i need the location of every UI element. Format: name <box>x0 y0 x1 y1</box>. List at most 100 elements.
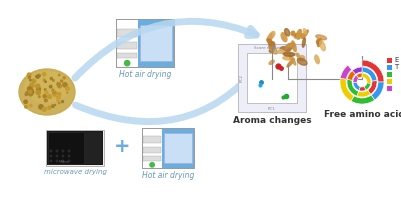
Text: PC1: PC1 <box>268 107 276 111</box>
Circle shape <box>39 105 43 109</box>
FancyBboxPatch shape <box>387 86 392 90</box>
Ellipse shape <box>297 58 307 65</box>
Circle shape <box>62 150 64 152</box>
Wedge shape <box>340 65 352 79</box>
Text: T: T <box>394 64 398 70</box>
Circle shape <box>50 150 52 152</box>
Circle shape <box>36 90 41 95</box>
FancyBboxPatch shape <box>138 19 174 67</box>
FancyBboxPatch shape <box>85 132 102 164</box>
Circle shape <box>58 83 60 85</box>
Ellipse shape <box>286 48 291 52</box>
Ellipse shape <box>269 31 275 38</box>
Ellipse shape <box>315 55 319 64</box>
FancyArrowPatch shape <box>75 65 259 122</box>
Circle shape <box>48 95 51 99</box>
Circle shape <box>56 95 61 99</box>
Circle shape <box>36 84 40 88</box>
Text: Hot air drying: Hot air drying <box>142 171 194 180</box>
FancyBboxPatch shape <box>387 78 392 84</box>
Ellipse shape <box>285 43 295 50</box>
Circle shape <box>36 87 41 91</box>
Circle shape <box>62 101 63 103</box>
Ellipse shape <box>294 33 303 39</box>
Circle shape <box>30 88 33 92</box>
Circle shape <box>36 75 39 78</box>
Ellipse shape <box>269 46 277 54</box>
Circle shape <box>50 160 52 162</box>
Circle shape <box>59 74 60 76</box>
FancyBboxPatch shape <box>162 128 194 168</box>
Circle shape <box>30 90 34 94</box>
Circle shape <box>52 89 54 91</box>
Circle shape <box>57 100 59 101</box>
Wedge shape <box>351 95 375 104</box>
Circle shape <box>58 84 61 88</box>
Ellipse shape <box>316 35 326 40</box>
Circle shape <box>63 77 65 79</box>
Circle shape <box>62 160 64 162</box>
Circle shape <box>38 74 41 77</box>
FancyBboxPatch shape <box>47 131 103 165</box>
Circle shape <box>66 87 69 90</box>
Circle shape <box>26 91 28 93</box>
Circle shape <box>24 100 27 103</box>
Circle shape <box>53 91 56 95</box>
Wedge shape <box>362 73 371 84</box>
Text: Free amino acids: Free amino acids <box>324 110 401 119</box>
FancyBboxPatch shape <box>143 147 161 153</box>
Ellipse shape <box>25 72 69 102</box>
Circle shape <box>36 76 37 77</box>
Ellipse shape <box>269 43 275 50</box>
Circle shape <box>53 79 54 81</box>
Wedge shape <box>347 71 356 80</box>
FancyBboxPatch shape <box>238 44 306 112</box>
Ellipse shape <box>283 52 295 56</box>
Circle shape <box>29 91 32 95</box>
Ellipse shape <box>299 56 305 61</box>
Ellipse shape <box>320 41 325 51</box>
FancyBboxPatch shape <box>48 132 84 164</box>
Ellipse shape <box>269 50 273 52</box>
Ellipse shape <box>269 42 275 46</box>
Wedge shape <box>356 73 362 78</box>
FancyBboxPatch shape <box>247 53 297 103</box>
FancyBboxPatch shape <box>117 29 137 37</box>
Circle shape <box>62 155 64 157</box>
Ellipse shape <box>291 31 295 36</box>
Circle shape <box>38 96 40 97</box>
FancyBboxPatch shape <box>117 53 137 58</box>
Circle shape <box>28 87 32 91</box>
FancyBboxPatch shape <box>117 42 137 49</box>
Circle shape <box>48 106 51 109</box>
Circle shape <box>43 73 46 76</box>
FancyBboxPatch shape <box>387 64 392 70</box>
Circle shape <box>27 73 31 77</box>
Circle shape <box>50 97 51 98</box>
Circle shape <box>25 105 27 108</box>
FancyBboxPatch shape <box>164 133 192 163</box>
Circle shape <box>57 83 60 86</box>
Circle shape <box>56 155 58 157</box>
Circle shape <box>32 79 36 83</box>
FancyBboxPatch shape <box>140 25 172 61</box>
FancyBboxPatch shape <box>46 130 104 166</box>
Circle shape <box>36 84 39 88</box>
Ellipse shape <box>283 56 294 60</box>
Circle shape <box>63 83 67 87</box>
Circle shape <box>25 93 28 95</box>
Wedge shape <box>347 79 358 96</box>
FancyBboxPatch shape <box>143 156 161 161</box>
Circle shape <box>28 77 30 78</box>
Wedge shape <box>353 82 360 90</box>
Ellipse shape <box>278 50 284 53</box>
Circle shape <box>29 76 30 78</box>
FancyBboxPatch shape <box>143 136 161 143</box>
Ellipse shape <box>267 39 275 47</box>
Circle shape <box>52 105 54 107</box>
Ellipse shape <box>280 47 288 51</box>
Circle shape <box>68 160 70 162</box>
Circle shape <box>124 61 130 66</box>
FancyBboxPatch shape <box>387 58 392 62</box>
Circle shape <box>42 107 47 111</box>
